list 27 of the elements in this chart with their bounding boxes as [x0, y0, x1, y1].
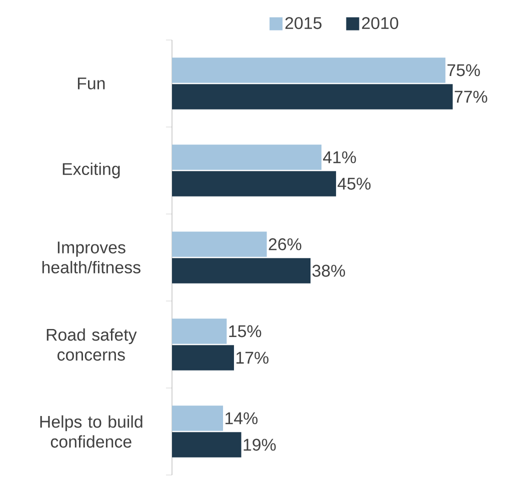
data-label: 17%: [236, 352, 268, 364]
bar: [172, 318, 227, 344]
bar: [172, 232, 267, 257]
y-tick-label: Fun: [78, 78, 105, 90]
data-label: 38%: [312, 264, 346, 277]
y-tick-label: Improves health/fitness: [42, 242, 140, 274]
data-label: 75%: [447, 64, 480, 76]
y-tick-label: Road safety concerns: [46, 328, 137, 361]
data-label: 45%: [338, 178, 371, 190]
legend-label: 2010: [362, 17, 398, 30]
bar: [172, 258, 311, 284]
bar: [172, 432, 242, 458]
bar: [172, 345, 234, 370]
legend-label: 2015: [285, 17, 322, 30]
bar: [172, 406, 224, 431]
data-label: 15%: [229, 325, 262, 338]
data-label: 77%: [454, 90, 488, 103]
bar: [172, 58, 446, 83]
bar: [172, 144, 322, 170]
data-label: 19%: [244, 438, 276, 451]
bar: [172, 84, 453, 110]
bar: [172, 171, 336, 196]
data-label: 41%: [323, 151, 356, 164]
data-label: 26%: [268, 238, 302, 250]
y-tick-label: Exciting: [62, 162, 120, 178]
data-label: 14%: [226, 412, 258, 424]
y-tick-label: Helps to build confidence: [40, 415, 142, 448]
